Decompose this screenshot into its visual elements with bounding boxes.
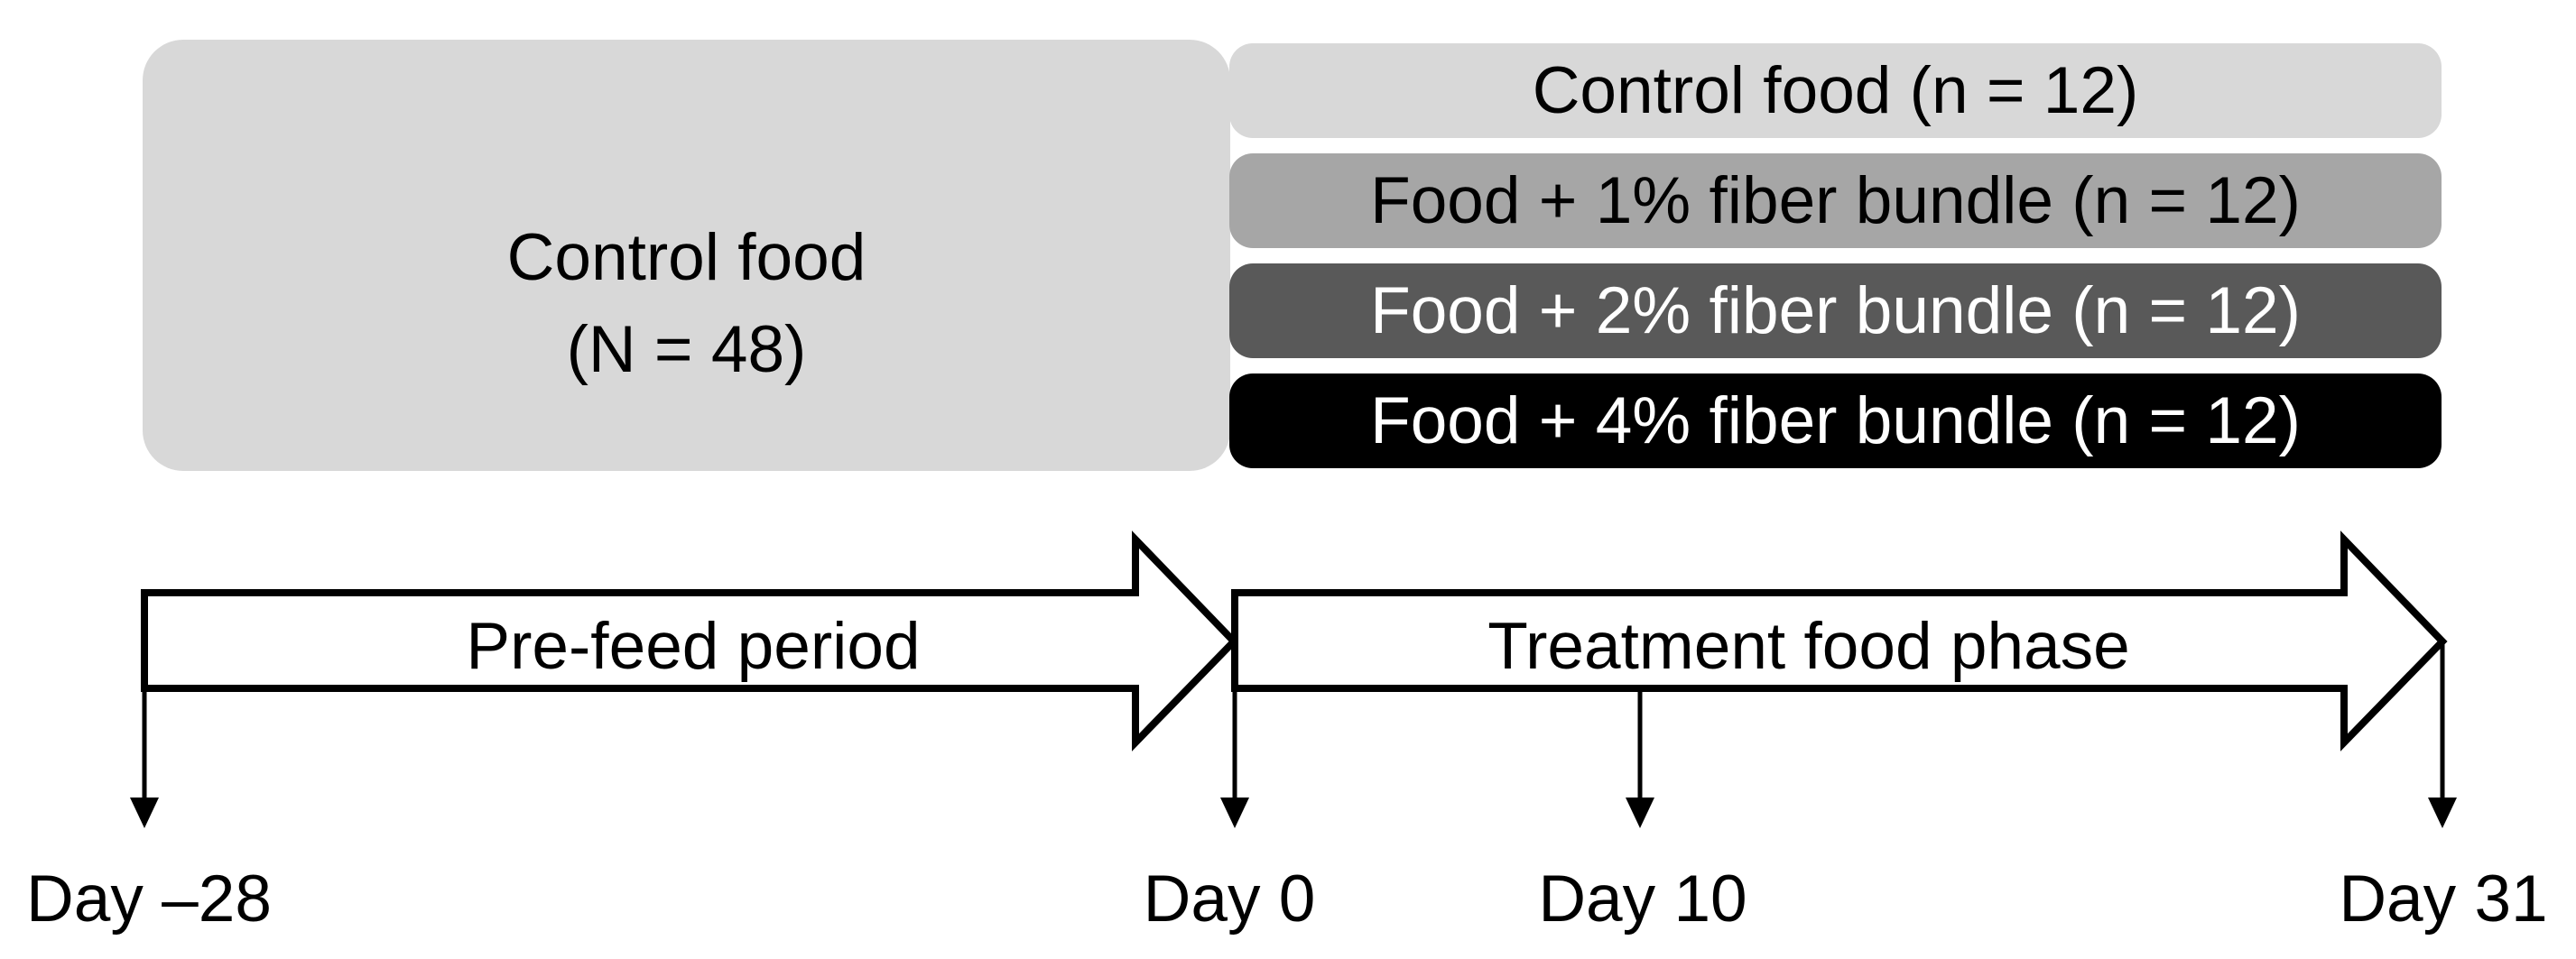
day-0-arrowhead-icon <box>1220 798 1249 828</box>
day-minus28-arrowhead-icon <box>130 798 159 828</box>
prefeed-arrow-shape <box>141 530 1239 752</box>
treatment-arm-control: Control food (n = 12) <box>1229 43 2442 138</box>
phase-label-treatment: Treatment food phase <box>1487 610 2130 683</box>
day-10-arrowhead-icon <box>1626 798 1654 828</box>
treatment-arm-2pct-fiber: Food + 2% fiber bundle (n = 12) <box>1229 263 2442 358</box>
treatment-arrow-shape <box>1231 530 2448 752</box>
treatment-arm-1pct-fiber: Food + 1% fiber bundle (n = 12) <box>1229 153 2442 248</box>
prefeed-box-title: Control food <box>506 221 866 294</box>
day-label-minus28: Day –28 <box>26 862 272 936</box>
day-31-arrowhead-icon <box>2428 798 2457 828</box>
day-label-10: Day 10 <box>1538 862 1747 936</box>
treatment-arm-4pct-fiber: Food + 4% fiber bundle (n = 12) <box>1229 373 2442 468</box>
day-label-31: Day 31 <box>2339 862 2548 936</box>
day-label-0: Day 0 <box>1143 862 1316 936</box>
prefeed-box-count: (N = 48) <box>566 313 807 386</box>
prefeed-group-box: Control food (N = 48) <box>143 40 1230 471</box>
phase-label-prefeed: Pre-feed period <box>466 610 921 683</box>
